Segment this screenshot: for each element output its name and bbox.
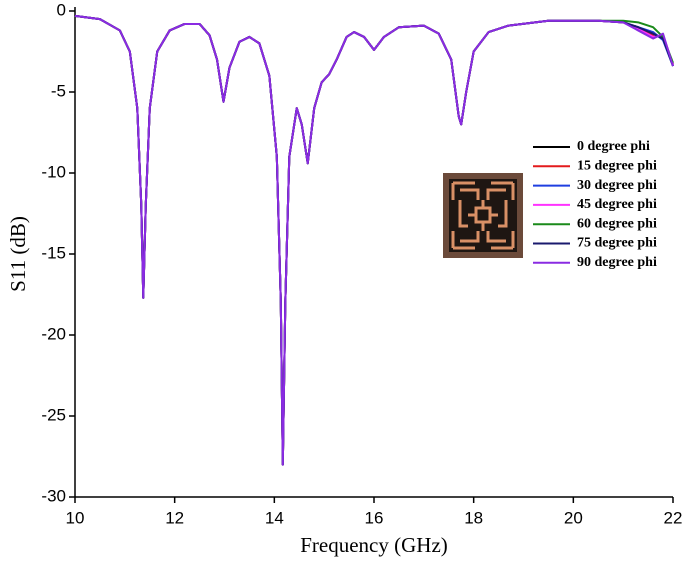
x-axis-label: Frequency (GHz) [300, 533, 448, 557]
y-tick-label: -25 [41, 405, 66, 424]
legend-label: 15 degree phi [577, 159, 657, 174]
y-tick-label: -10 [41, 162, 66, 181]
legend-label: 0 degree phi [577, 139, 650, 154]
x-tick-label: 20 [564, 508, 583, 527]
legend-label: 45 degree phi [577, 197, 657, 212]
y-tick-label: -5 [51, 81, 66, 100]
inset-photo [443, 173, 523, 258]
legend-label: 30 degree phi [577, 178, 657, 193]
y-tick-label: -20 [41, 324, 66, 343]
x-tick-label: 14 [265, 508, 284, 527]
x-tick-label: 12 [165, 508, 184, 527]
legend-label: 60 degree phi [577, 216, 657, 231]
y-tick-label: -30 [41, 486, 66, 505]
y-axis-label: S11 (dB) [6, 216, 30, 292]
x-tick-label: 18 [464, 508, 483, 527]
legend-label: 75 degree phi [577, 236, 657, 251]
x-tick-label: 16 [365, 508, 384, 527]
y-tick-label: 0 [57, 0, 66, 19]
x-tick-label: 10 [66, 508, 85, 527]
legend-label: 90 degree phi [577, 255, 657, 270]
x-tick-label: 22 [664, 508, 683, 527]
series-line [74, 14, 674, 466]
y-tick-label: -15 [41, 243, 66, 262]
